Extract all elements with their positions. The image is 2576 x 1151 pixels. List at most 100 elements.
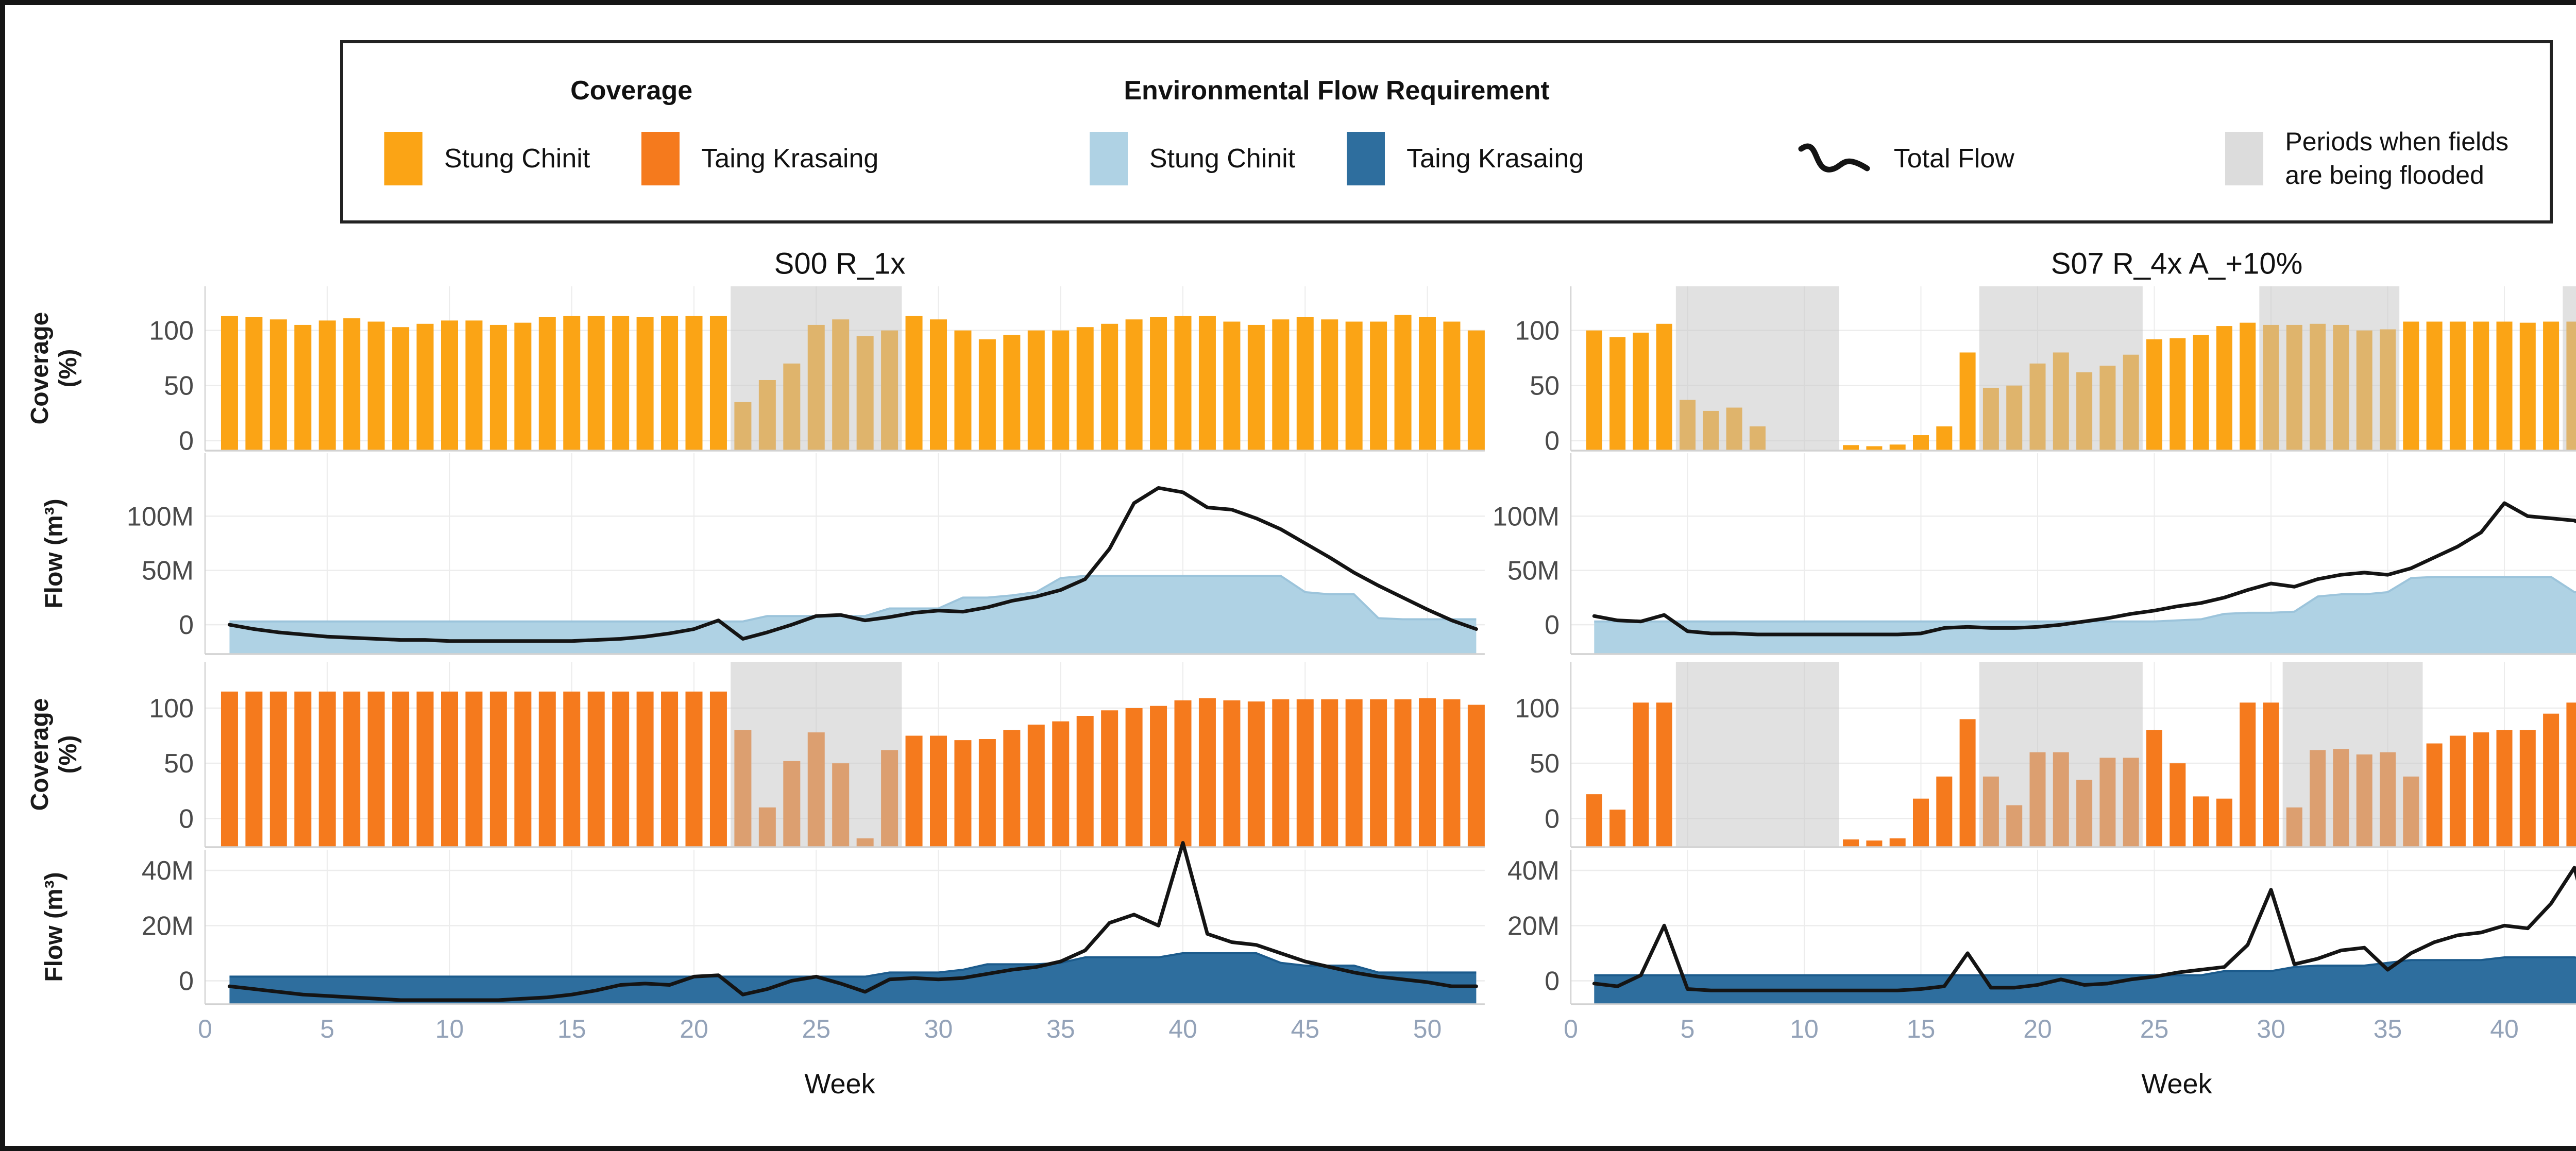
legend-group-coverage: Coverage Stung Chinit Taing Krasaing [384, 50, 878, 213]
coverage-bar [1633, 702, 1649, 847]
legend-header-coverage: Coverage [570, 76, 693, 106]
legend-item-label: Total Flow [1893, 144, 2014, 174]
coverage-bar [1467, 330, 1485, 451]
coverage-bar [905, 735, 923, 847]
y-tick-label: 50 [164, 371, 194, 401]
x-tick-label: 40 [1168, 1015, 1197, 1043]
x-tick-label: 30 [2257, 1015, 2285, 1043]
coverage-bar [392, 691, 410, 847]
y-tick-label: 100M [1493, 502, 1560, 531]
coverage-bar [269, 691, 287, 847]
row-label-flow-1: Flow (m³) [40, 499, 68, 609]
coverage-bar [1003, 335, 1021, 451]
legend-group-total-flow: Total Flow [1795, 50, 2014, 213]
coverage-bar [2426, 321, 2443, 451]
y-tick-label: 0 [1545, 804, 1560, 834]
x-tick-label: 15 [557, 1015, 586, 1043]
coverage-bar [563, 691, 581, 847]
legend-item-label: Taing Krasaing [1406, 144, 1584, 174]
coverage-bar [1394, 699, 1412, 847]
coverage-bar [1198, 698, 1216, 847]
legend-item-label: Periods when fields are being flooded [2285, 127, 2509, 190]
y-tick-label: 0 [179, 804, 194, 834]
coverage-bar [1125, 319, 1143, 451]
y-tick-label: 100 [1515, 694, 1560, 724]
coverage-bar [661, 691, 679, 847]
coverage-bar [367, 321, 385, 451]
panel-coverage-stung-chinit: 0 50 100 [149, 286, 1485, 456]
coverage-bar [1443, 321, 1461, 451]
coverage-bar [1345, 699, 1363, 847]
coverage-bar [2193, 796, 2209, 847]
y-tick-label: 50 [1530, 749, 1560, 779]
coverage-bar [245, 317, 263, 451]
coverage-bar [1052, 721, 1070, 847]
coverage-bar [1889, 838, 1906, 847]
coverage-bar [1936, 426, 1953, 451]
y-tick-label: 20M [142, 911, 194, 941]
coverage-taing-krasaing-swatch [641, 132, 680, 185]
coverage-bar [1223, 321, 1241, 451]
coverage-bar [1223, 700, 1241, 847]
coverage-bar [1296, 317, 1314, 451]
legend-header-efr: Environmental Flow Requirement [1124, 76, 1550, 106]
legend-group-efr: Environmental Flow Requirement Stung Chi… [1089, 50, 1584, 213]
coverage-bar [2403, 321, 2419, 451]
coverage-bar [978, 739, 996, 847]
coverage-bar [587, 316, 605, 451]
flood-period-band [731, 286, 902, 451]
coverage-bar [709, 316, 727, 451]
y-tick-label: 100 [149, 694, 194, 724]
y-tick-label: 0 [1545, 426, 1560, 456]
efr-area-edge [229, 952, 1477, 978]
y-tick-label: 40M [142, 856, 194, 886]
legend-item-coverage-stung-chinit: Stung Chinit [384, 132, 590, 185]
x-tick-label: 30 [924, 1015, 953, 1043]
coverage-bar [2449, 735, 2466, 847]
coverage-bar [1370, 699, 1387, 847]
coverage-bar [2543, 713, 2560, 847]
coverage-bar [1467, 705, 1485, 847]
total-flow-line [227, 486, 1478, 643]
efr-taing-krasaing-swatch [1347, 132, 1385, 185]
coverage-stung-chinit-swatch [384, 132, 422, 185]
y-tick-label: 0 [179, 426, 194, 456]
coverage-bar [2543, 321, 2560, 451]
flood-period-swatch [2225, 132, 2264, 185]
coverage-bar [2519, 322, 2536, 451]
coverage-bar [1959, 719, 1976, 847]
coverage-bar [221, 691, 238, 847]
coverage-bar [1076, 716, 1094, 847]
coverage-bar [2519, 730, 2536, 847]
y-tick-label: 50M [1507, 556, 1560, 586]
x-tick-label: 15 [1907, 1015, 1936, 1043]
total-flow-line [1592, 501, 2576, 637]
x-tick-label: 10 [435, 1015, 464, 1043]
x-tick-label: 10 [1790, 1015, 1819, 1043]
efr-area [229, 953, 1477, 1004]
coverage-bar [1656, 323, 1672, 451]
efr-area [1594, 957, 2576, 1004]
coverage-bar [1052, 330, 1070, 451]
coverage-bar [2216, 798, 2232, 847]
coverage-bar [1345, 321, 1363, 451]
y-tick-label: 20M [1507, 911, 1560, 941]
coverage-bar [1174, 700, 1192, 847]
efr-area-edge [1594, 576, 2576, 623]
coverage-bar [1101, 323, 1118, 451]
x-tick-label: 20 [2023, 1015, 2052, 1043]
total-flow-line [227, 841, 1478, 1002]
coverage-bar [636, 317, 654, 451]
legend-item-label: Stung Chinit [444, 144, 590, 174]
coverage-bar [1913, 798, 1929, 847]
coverage-bar [1198, 316, 1216, 451]
coverage-bar [465, 320, 483, 451]
coverage-bar [1586, 330, 1602, 451]
coverage-bar [1843, 445, 1859, 451]
x-tick-label: 0 [198, 1015, 212, 1043]
flood-period-band [1675, 662, 1839, 847]
coverage-bar [1174, 316, 1192, 451]
y-tick-label: 100 [149, 316, 194, 346]
coverage-bar [1394, 315, 1412, 451]
coverage-bar [954, 740, 972, 847]
